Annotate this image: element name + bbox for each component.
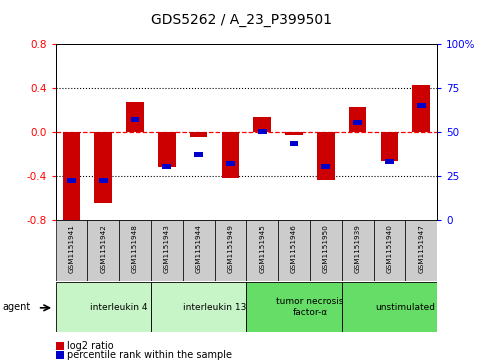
Text: GSM1151945: GSM1151945 — [259, 225, 265, 273]
Text: interleukin 13: interleukin 13 — [183, 303, 246, 311]
Text: percentile rank within the sample: percentile rank within the sample — [67, 350, 232, 360]
Bar — [349, 107, 367, 131]
Bar — [246, 282, 342, 332]
Text: unstimulated: unstimulated — [375, 303, 435, 311]
Bar — [342, 220, 373, 281]
Bar — [321, 164, 330, 169]
Text: GSM1151943: GSM1151943 — [164, 225, 170, 273]
Bar — [290, 142, 298, 146]
Bar — [151, 282, 246, 332]
Bar — [412, 85, 430, 131]
Bar — [342, 282, 437, 332]
Bar — [63, 131, 80, 222]
Bar — [126, 102, 144, 131]
Bar — [151, 220, 183, 281]
Bar — [258, 129, 267, 134]
Bar — [385, 159, 394, 164]
Bar — [254, 117, 271, 131]
Bar — [56, 220, 87, 281]
Bar — [222, 131, 239, 178]
Text: GSM1151950: GSM1151950 — [323, 225, 329, 273]
Bar — [246, 220, 278, 281]
Text: GSM1151941: GSM1151941 — [69, 225, 74, 273]
Text: GSM1151940: GSM1151940 — [386, 225, 392, 273]
Bar — [214, 220, 246, 281]
Bar — [373, 220, 405, 281]
Bar — [417, 103, 426, 108]
Bar — [317, 131, 335, 180]
Bar — [285, 131, 303, 135]
Text: GSM1151942: GSM1151942 — [100, 225, 106, 273]
Bar — [405, 220, 437, 281]
Bar — [190, 131, 207, 137]
Text: GSM1151939: GSM1151939 — [355, 225, 361, 273]
Text: GDS5262 / A_23_P399501: GDS5262 / A_23_P399501 — [151, 13, 332, 27]
Bar — [162, 164, 171, 169]
Text: tumor necrosis
factor-α: tumor necrosis factor-α — [276, 297, 344, 317]
Bar — [87, 220, 119, 281]
Text: GSM1151944: GSM1151944 — [196, 225, 201, 273]
Bar — [95, 131, 112, 203]
Text: log2 ratio: log2 ratio — [67, 341, 114, 351]
Text: agent: agent — [2, 302, 30, 312]
Bar — [381, 131, 398, 161]
Bar — [67, 178, 76, 183]
Bar — [158, 131, 176, 167]
Text: GSM1151948: GSM1151948 — [132, 225, 138, 273]
Text: GSM1151947: GSM1151947 — [418, 225, 424, 273]
Text: interleukin 4: interleukin 4 — [90, 303, 148, 311]
Bar — [194, 152, 203, 157]
Bar — [310, 220, 342, 281]
Text: GSM1151949: GSM1151949 — [227, 225, 233, 273]
Bar — [278, 220, 310, 281]
Bar — [183, 220, 214, 281]
Bar — [353, 120, 362, 125]
Bar — [119, 220, 151, 281]
Bar — [99, 178, 108, 183]
Bar — [226, 161, 235, 166]
Bar — [130, 117, 140, 122]
Text: GSM1151946: GSM1151946 — [291, 225, 297, 273]
Bar — [56, 282, 151, 332]
